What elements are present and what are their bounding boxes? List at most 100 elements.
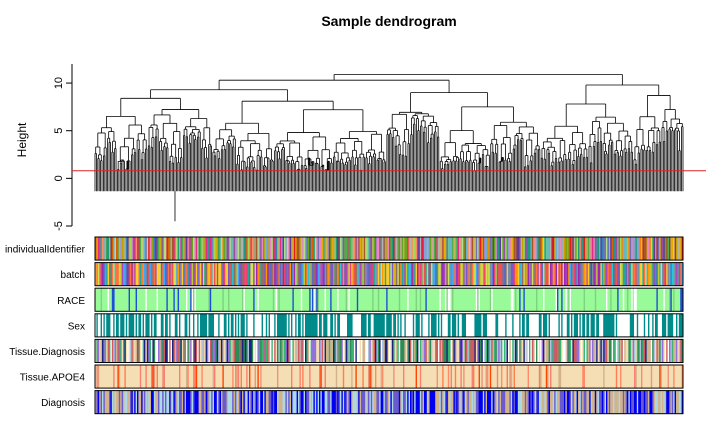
color-cell (629, 288, 632, 312)
color-cell (197, 365, 199, 389)
color-cell (491, 365, 493, 389)
color-cell (310, 313, 313, 337)
color-cell (601, 313, 604, 337)
color-cell (383, 339, 386, 363)
color-cell (327, 365, 330, 389)
color-cell (403, 313, 405, 337)
color-cell (631, 237, 633, 261)
color-cell (267, 237, 269, 261)
color-cell (155, 262, 157, 286)
color-cell (558, 262, 561, 286)
color-cell (636, 365, 639, 389)
color-cell (659, 262, 661, 286)
color-cell (545, 313, 548, 337)
color-cell (594, 339, 597, 363)
color-cell (429, 313, 432, 337)
color-cell (271, 339, 274, 363)
color-cell (202, 288, 205, 312)
color-cell (152, 390, 155, 414)
color-cell (573, 237, 576, 261)
color-cell (439, 339, 442, 363)
color-cell (585, 390, 587, 414)
color-cell (370, 339, 373, 363)
color-cell (445, 365, 447, 389)
color-cell (277, 262, 279, 286)
color-cell (212, 313, 215, 337)
color-cell (331, 237, 334, 261)
color-cell (540, 237, 542, 261)
color-cell (519, 313, 521, 337)
color-cell (288, 262, 290, 286)
color-cell (478, 365, 481, 389)
color-cell (159, 237, 162, 261)
color-cell (600, 237, 603, 261)
color-cell (475, 237, 478, 261)
color-cell (611, 365, 614, 389)
color-cell (621, 288, 624, 312)
color-cell (264, 237, 267, 261)
color-cell (442, 237, 444, 261)
color-cell (522, 288, 524, 312)
color-cell (411, 262, 414, 286)
color-cell (369, 365, 372, 389)
color-cell (503, 339, 506, 363)
color-cell (207, 288, 209, 312)
color-cell (302, 288, 304, 312)
color-cell (247, 262, 250, 286)
color-cell (211, 390, 213, 414)
color-cell (373, 365, 376, 389)
color-cell (193, 313, 195, 337)
color-cell (657, 313, 660, 337)
color-cell (468, 313, 471, 337)
color-cell (106, 365, 108, 389)
color-cell (107, 365, 110, 389)
color-cell (653, 313, 656, 337)
color-cell (110, 288, 113, 312)
color-cell (337, 390, 339, 414)
color-cell (503, 262, 506, 286)
color-cell (456, 262, 458, 286)
color-cell (443, 339, 446, 363)
color-cell (642, 288, 645, 312)
color-cell (268, 365, 271, 389)
color-cell (464, 288, 467, 312)
color-cell (482, 288, 485, 312)
color-cell (179, 365, 181, 389)
y-tick-label: -5 (53, 221, 65, 231)
color-cell (495, 365, 498, 389)
color-cell (417, 365, 419, 389)
color-cell (166, 365, 169, 389)
color-cell (561, 390, 563, 414)
color-cell (173, 237, 176, 261)
color-cell (411, 237, 414, 261)
color-cell (204, 365, 206, 389)
color-cell (646, 390, 649, 414)
color-cell (320, 262, 323, 286)
color-cell (253, 237, 255, 261)
color-cell (517, 237, 520, 261)
color-cell (295, 237, 297, 261)
color-cell (545, 288, 548, 312)
color-cell (167, 237, 170, 261)
color-cell (286, 339, 289, 363)
color-cell (139, 262, 142, 286)
color-cell (604, 339, 607, 363)
color-cell (649, 339, 652, 363)
color-cell (670, 237, 673, 261)
color-cell (582, 262, 584, 286)
color-cell (361, 339, 363, 363)
color-cell (614, 237, 617, 261)
color-cell (589, 390, 591, 414)
color-cell (645, 339, 647, 363)
color-cell (274, 390, 276, 414)
color-cell (582, 288, 584, 312)
color-cell (606, 288, 608, 312)
color-cell (355, 365, 358, 389)
color-cell (99, 262, 101, 286)
color-cell (302, 237, 304, 261)
color-cell (137, 339, 139, 363)
color-cell (617, 262, 619, 286)
color-cell (286, 390, 289, 414)
color-cell (288, 390, 290, 414)
color-cell (116, 365, 118, 389)
